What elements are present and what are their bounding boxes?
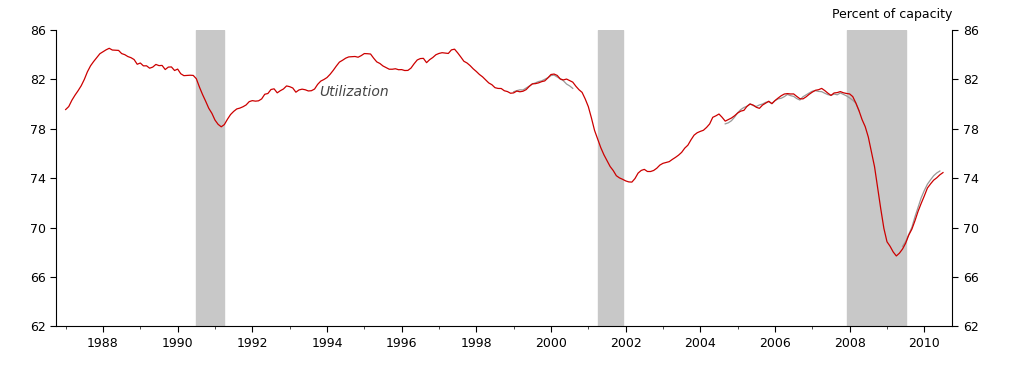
Bar (847, 30, 905, 326)
Text: Utilization: Utilization (319, 85, 389, 99)
Bar (598, 30, 623, 326)
Bar (197, 30, 224, 326)
Text: Percent of capacity: Percent of capacity (831, 8, 952, 21)
